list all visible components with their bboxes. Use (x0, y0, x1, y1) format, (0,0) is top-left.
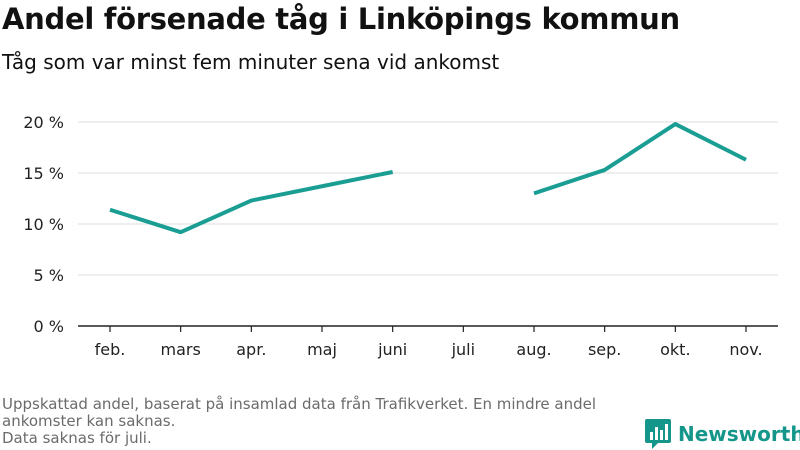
grid-lines (78, 121, 778, 276)
y-tick-label: 0 % (34, 317, 64, 336)
bar-chart-bubble-icon (645, 419, 671, 449)
x-axis-tick-labels: feb. mars apr. maj juni juli aug. sep. okt. nov. (95, 340, 763, 359)
x-tick-label: nov. (729, 340, 762, 359)
chart-title: Andel försenade tåg i Linköpings kommun (2, 2, 680, 36)
y-tick-label: 10 % (23, 215, 64, 234)
y-tick-label: 15 % (23, 164, 64, 183)
x-tick-label: okt. (660, 340, 690, 359)
y-axis-tick-labels: 0 % 5 % 10 % 15 % 20 % (23, 113, 64, 336)
x-axis-ticks (109, 326, 747, 332)
footnote-line-3: Data saknas för juli. (2, 429, 152, 447)
series-line (533, 122, 747, 196)
series-line (109, 170, 394, 235)
logo-text: Newsworthy (678, 422, 800, 446)
x-tick-label: maj (307, 340, 337, 359)
x-tick-label: sep. (588, 340, 621, 359)
chart-subtitle: Tåg som var minst fem minuter sena vid a… (2, 50, 500, 74)
x-tick-label: juli (451, 340, 475, 359)
x-tick-label: juni (377, 340, 407, 359)
series-lines (109, 122, 747, 235)
x-tick-label: apr. (236, 340, 266, 359)
newsworthy-logo: Newsworthy (644, 418, 800, 450)
y-tick-label: 5 % (34, 266, 64, 285)
footnote-line-1: Uppskattad andel, baserat på insamlad da… (2, 395, 597, 413)
x-tick-label: mars (161, 340, 201, 359)
x-tick-label: feb. (95, 340, 126, 359)
y-tick-label: 20 % (23, 113, 64, 132)
footnote-line-2: ankomster kan saknas. (2, 412, 176, 430)
footnote: Uppskattad andel, baserat på insamlad da… (2, 396, 642, 447)
x-tick-label: aug. (516, 340, 551, 359)
